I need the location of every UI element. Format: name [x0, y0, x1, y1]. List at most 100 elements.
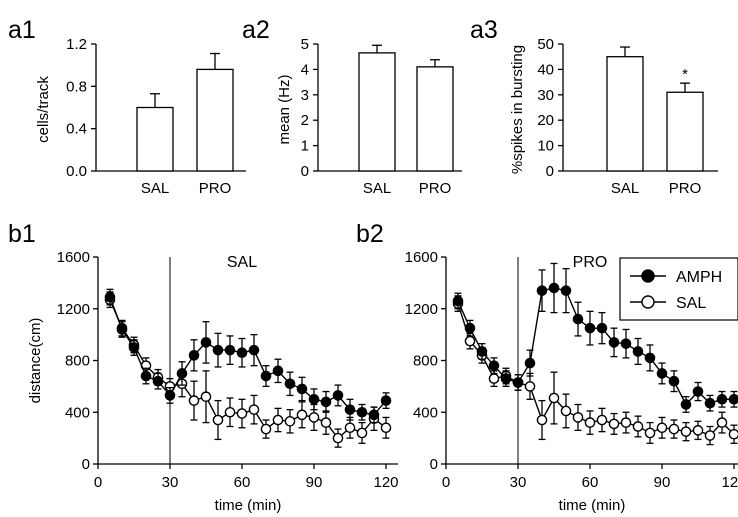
- point-amph: [596, 322, 608, 334]
- y-tick-label: 1: [301, 138, 309, 155]
- point-sal: [248, 404, 260, 415]
- y-axis-label: distance(cm): [27, 318, 44, 404]
- category-label: PRO: [669, 180, 702, 197]
- y-tick-label: 5: [301, 36, 309, 53]
- x-tick-label: 60: [234, 474, 251, 491]
- point-amph: [620, 338, 632, 349]
- point-sal: [356, 427, 368, 439]
- x-tick-label: 90: [654, 474, 671, 491]
- point-amph: [500, 373, 512, 384]
- x-tick-label: 30: [162, 474, 179, 491]
- y-tick-label: 0: [82, 456, 90, 473]
- legend-label: SAL: [676, 295, 706, 312]
- legend-marker-sal: [641, 295, 655, 309]
- point-amph: [524, 357, 536, 369]
- point-amph: [692, 386, 704, 397]
- panel-label-a1: a1: [8, 16, 36, 44]
- y-tick-label: 3: [301, 87, 309, 104]
- point-amph: [488, 360, 500, 371]
- point-amph: [656, 368, 668, 379]
- point-amph: [668, 375, 680, 387]
- chart-b2-distance-pro: 0 400 800 1200 1600 0 30 60 90 120 time (min) PRO AM…: [405, 249, 738, 514]
- condition-label: PRO: [573, 254, 608, 271]
- point-amph: [704, 397, 716, 409]
- point-sal: [536, 414, 548, 426]
- series-line-sal: [457, 303, 735, 437]
- y-tick-label: 1200: [57, 301, 90, 318]
- y-tick-label: 0.4: [66, 121, 87, 138]
- point-amph: [728, 394, 738, 405]
- y-tick-label: 1600: [405, 249, 438, 266]
- bar-sal: [358, 52, 396, 172]
- point-amph: [344, 404, 356, 415]
- y-tick-label: 1600: [57, 249, 90, 266]
- point-amph: [236, 347, 248, 359]
- x-tick-label: 0: [94, 474, 102, 491]
- significance-marker: *: [682, 66, 688, 83]
- point-amph: [536, 285, 548, 296]
- point-sal: [464, 335, 476, 347]
- point-sal: [680, 426, 692, 437]
- point-amph: [632, 346, 644, 357]
- point-amph: [332, 390, 344, 401]
- point-sal: [548, 392, 560, 404]
- point-amph: [608, 337, 620, 348]
- y-tick-label: 10: [537, 138, 554, 155]
- point-sal: [524, 381, 536, 392]
- point-amph: [308, 394, 320, 405]
- point-amph: [452, 295, 464, 307]
- y-tick-label: 0: [301, 163, 309, 180]
- y-axis-label: cells/track: [35, 76, 52, 143]
- point-amph: [212, 344, 224, 356]
- point-amph: [152, 375, 164, 387]
- x-axis-label: time (min): [559, 497, 626, 514]
- x-tick-label: 90: [306, 474, 323, 491]
- point-amph: [356, 406, 368, 418]
- y-tick-label: 800: [413, 353, 438, 370]
- point-amph: [644, 352, 656, 364]
- point-amph: [200, 337, 212, 348]
- point-amph: [284, 378, 296, 390]
- chart-a3-bursting: 0 10 20 30 40 50 %spikes in bursting SAL PRO *: [509, 36, 718, 197]
- point-sal: [668, 423, 680, 435]
- point-sal: [224, 406, 236, 418]
- legend-label: AMPH: [676, 269, 722, 286]
- point-amph: [464, 322, 476, 334]
- point-sal: [656, 422, 668, 434]
- point-amph: [248, 344, 260, 356]
- y-tick-label: 0.0: [66, 163, 87, 180]
- y-tick-label: 2: [301, 112, 309, 129]
- x-tick-label: 120: [373, 474, 398, 491]
- chart-a2-mean-rate: 0 1 2 3 4 5 mean (Hz) SAL PRO: [276, 36, 462, 197]
- point-amph: [272, 365, 284, 377]
- point-sal: [608, 418, 620, 430]
- point-sal: [308, 412, 320, 423]
- bar-sal: [136, 106, 174, 172]
- point-sal: [272, 414, 284, 426]
- point-amph: [584, 322, 596, 334]
- bar-pro: [666, 91, 704, 172]
- point-sal: [728, 428, 738, 440]
- point-sal: [632, 421, 644, 432]
- y-tick-label: 1200: [405, 301, 438, 318]
- x-tick-label: 120: [721, 474, 738, 491]
- y-tick-label: 4: [301, 61, 309, 78]
- point-amph: [560, 285, 572, 296]
- point-sal: [332, 432, 344, 444]
- bar-pro: [416, 66, 454, 172]
- point-sal: [188, 395, 200, 406]
- point-sal: [620, 417, 632, 428]
- x-tick-label: 0: [442, 474, 450, 491]
- y-tick-label: 30: [537, 87, 554, 104]
- point-amph: [140, 370, 152, 382]
- y-tick-label: 1.2: [66, 36, 87, 53]
- y-tick-label: 0: [430, 456, 438, 473]
- point-sal: [572, 412, 584, 423]
- point-sal: [260, 423, 272, 435]
- point-sal: [584, 417, 596, 428]
- point-sal: [200, 391, 212, 403]
- x-axis-label: time (min): [215, 497, 282, 514]
- category-label: SAL: [611, 180, 639, 197]
- category-label: SAL: [141, 180, 169, 197]
